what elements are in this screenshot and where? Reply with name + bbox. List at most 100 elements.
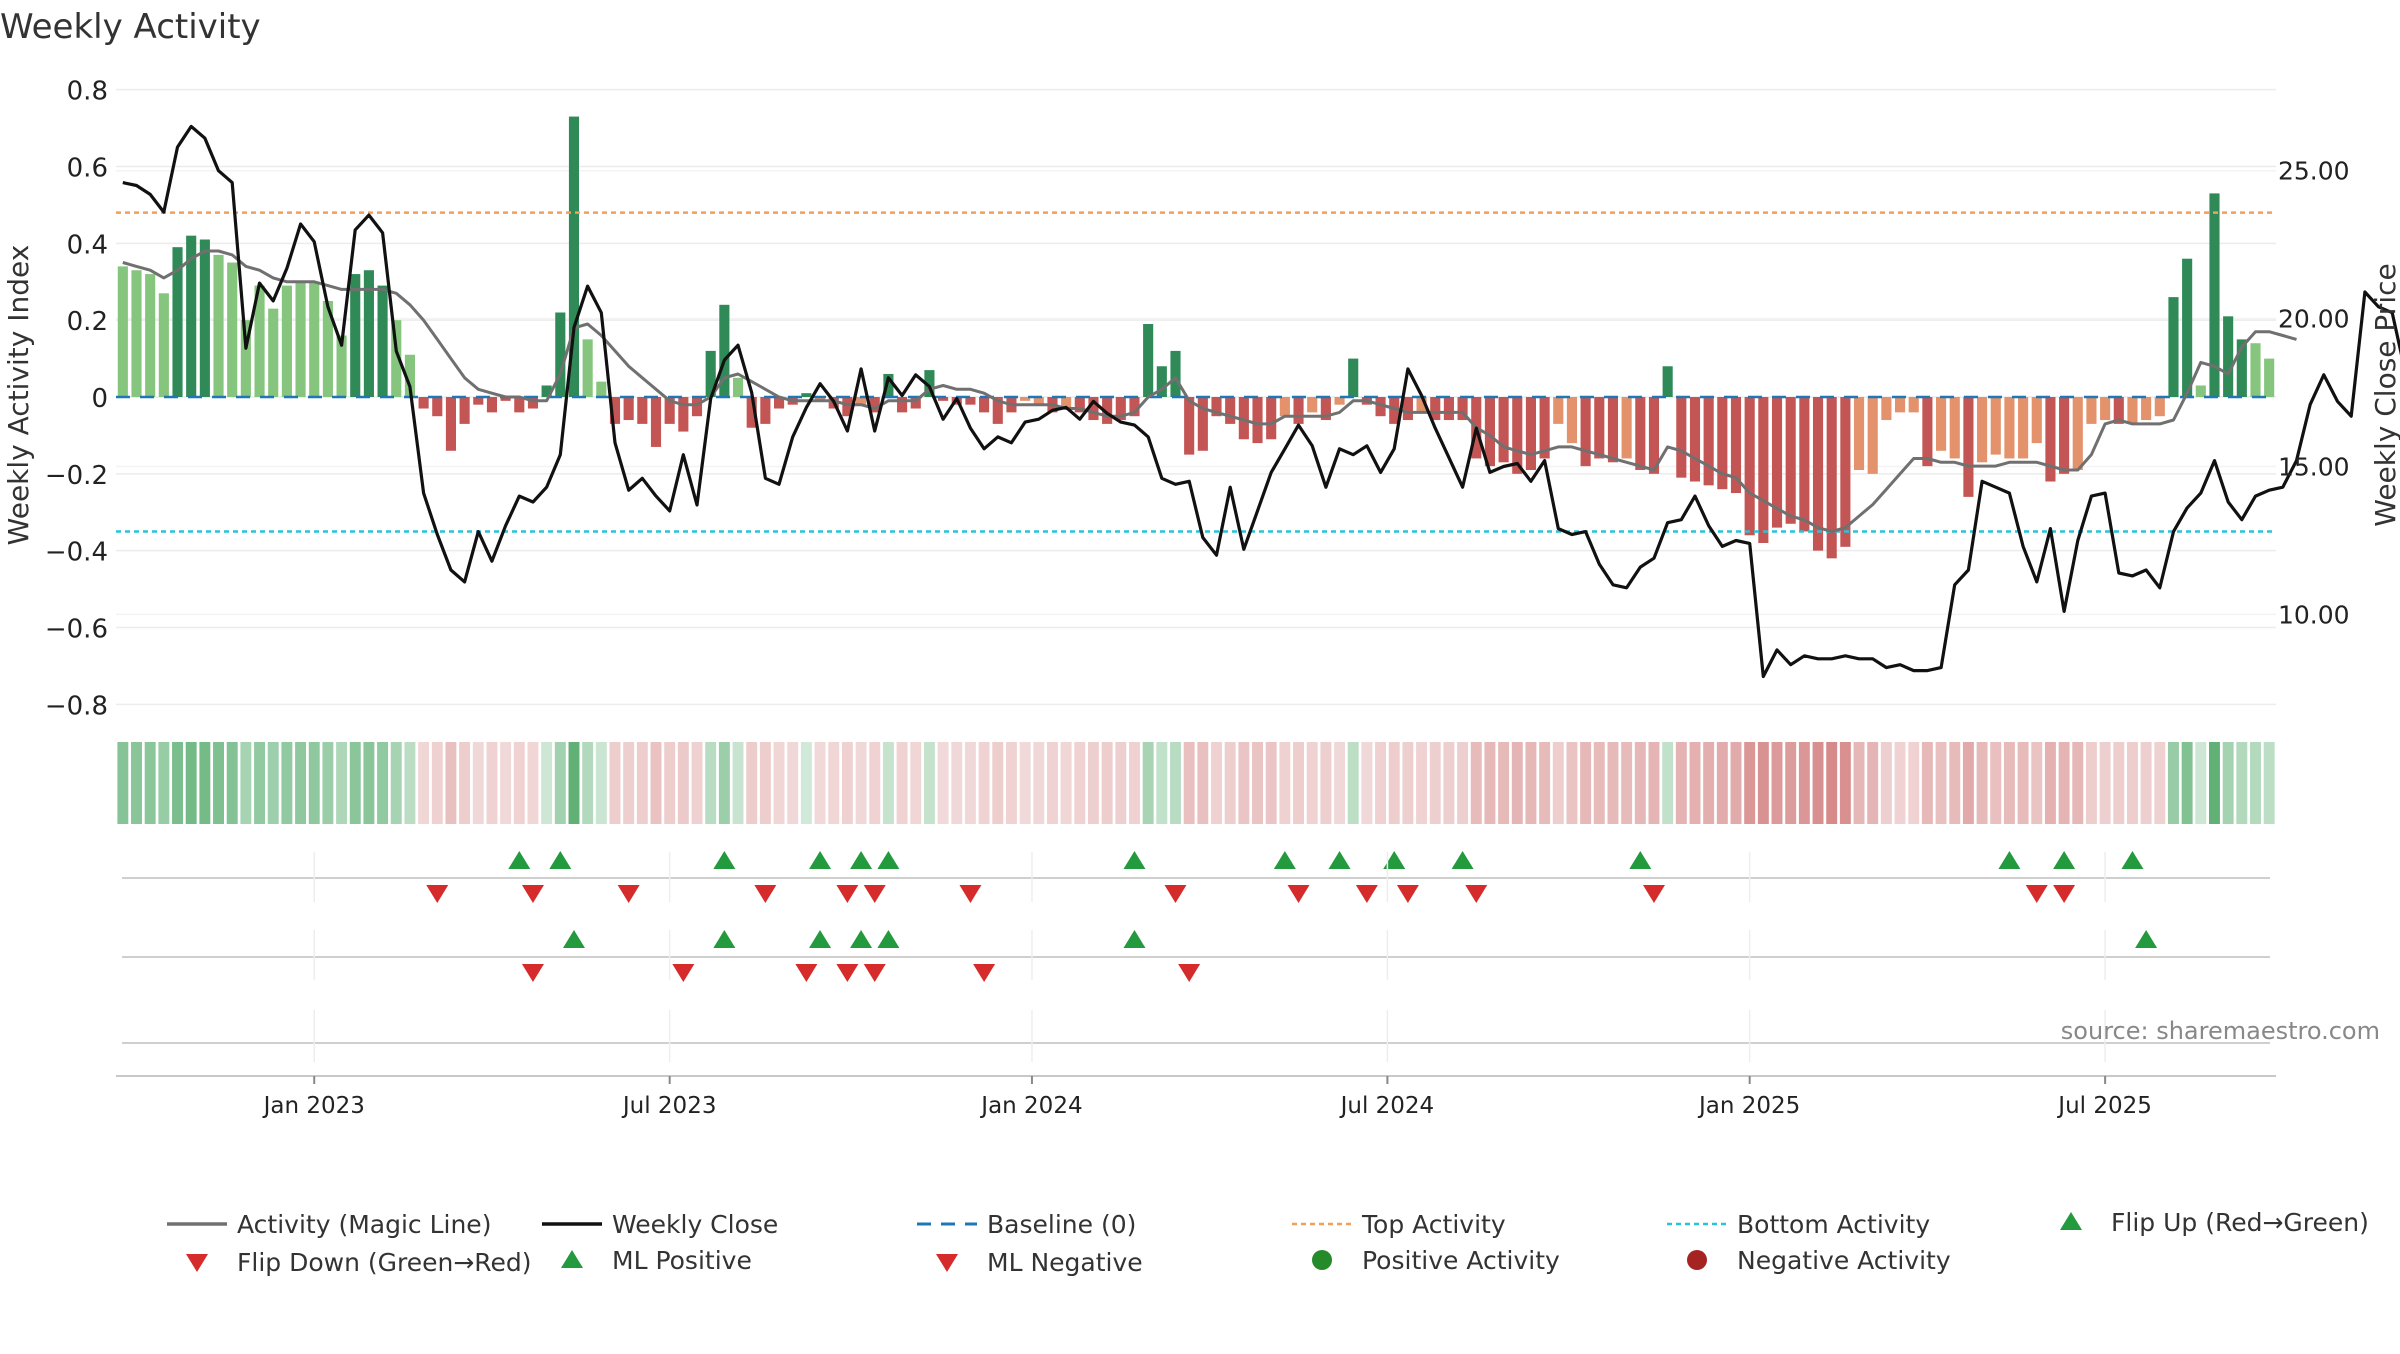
activity-bar [650,397,662,447]
activity-bar [1033,397,1044,405]
activity-bar [664,397,675,424]
activity-heat-strip [117,742,2275,824]
flip-down-marker [1287,885,1310,903]
x-tick-label: Jan 2023 [262,1093,365,1119]
activity-bar [541,385,552,397]
heat-cell [1416,742,1428,824]
ml-negative-marker [1178,964,1201,982]
activity-bar [869,397,880,413]
heat-cell [1388,742,1400,824]
activity-bar [1853,397,1865,470]
heat-cell [1498,742,1510,824]
flip-up-marker [2121,851,2144,869]
heat-cell [568,742,580,824]
activity-bar [2195,385,2206,397]
y-tick-label-left: −0.2 [45,461,108,491]
activity-bar [1867,397,1878,474]
flip-up-marker [877,851,900,869]
ml-negative-marker [672,964,695,982]
heat-cell [2154,742,2166,824]
flip-up-marker [1328,851,1351,869]
activity-bar [719,304,730,397]
activity-bar [1102,397,1113,424]
heat-cell [1921,742,1933,824]
heat-cell [1744,742,1756,824]
ml-positive-marker [877,930,900,948]
heat-cell [527,742,539,824]
activity-bar [596,381,607,397]
legend-swatch-flip-down [186,1254,208,1272]
activity-bar [2182,258,2193,397]
heat-cell [199,742,211,824]
activity-bar [2154,397,2165,417]
heat-cell [1867,742,1879,824]
legend-swatch-ml-negative [936,1254,958,1272]
activity-bar [1525,397,1536,470]
activity-bar [172,247,183,397]
activity-bar [1689,397,1701,482]
ml-positive-marker [809,930,832,948]
activity-bar [350,274,361,397]
activity-bar [527,397,539,409]
heat-cell [2003,742,2015,824]
flip-down-marker [426,885,449,903]
legend-label-weekly-close: Weekly Close [612,1210,778,1239]
legend-label-ml-positive: ML Positive [612,1246,752,1275]
reference-lines [116,211,2276,533]
activity-bar [240,320,251,397]
legend-swatch-flip-up [2060,1212,2082,1230]
flip-down-marker [617,885,640,903]
flip-up-marker [713,851,736,869]
heat-cell [1224,742,1236,824]
activity-bar [1662,366,1673,397]
activity-bar [295,281,306,397]
heat-cell [1142,742,1154,824]
flip-down-marker [754,885,777,903]
heat-cell [1197,742,1209,824]
heat-cell [1429,742,1441,824]
heat-cell [172,742,183,824]
activity-bar [1389,397,1400,424]
activity-bar [459,397,470,424]
weekly-close-line [122,124,2400,679]
activity-bar [2141,397,2152,421]
heat-cell [363,742,375,824]
heat-cell [554,742,566,824]
heat-cell [951,742,963,824]
activity-bar [1717,397,1728,490]
activity-bar [404,354,415,397]
flip-up-marker [1629,851,1652,869]
heat-cell [964,742,976,824]
activity-bar [1799,397,1810,532]
ml-positive-marker [2135,930,2158,948]
heat-cell [732,742,744,824]
heat-cell [1621,742,1633,824]
heat-cell [582,742,594,824]
activity-bar [2209,193,2220,397]
y-tick-label-left: 0.8 [67,77,108,107]
activity-bar [2004,397,2015,459]
activity-bar [117,266,128,397]
activity-bar [145,274,156,397]
heat-cell [1675,742,1687,824]
activity-bar [363,270,374,397]
heat-cell [1320,742,1332,824]
flip-down-marker [1465,885,1488,903]
heat-cell [1839,742,1851,824]
legend-label-flip-up: Flip Up (Red→Green) [2111,1208,2369,1237]
heat-cell [1238,742,1250,824]
activity-bar [186,235,197,397]
activity-bar [979,397,990,413]
heat-cell [2250,742,2261,824]
activity-bar [1881,397,1892,421]
ml-negative-marker [863,964,886,982]
flip-down-marker [1642,885,1665,903]
heat-cell [2113,742,2125,824]
flip-down-marker [1355,885,1378,903]
heat-cell [1101,742,1113,824]
heat-cell [131,742,142,824]
activity-bar [760,397,771,424]
heat-cell [213,742,224,824]
activity-bar [2223,316,2234,397]
heat-cell [1334,742,1346,824]
